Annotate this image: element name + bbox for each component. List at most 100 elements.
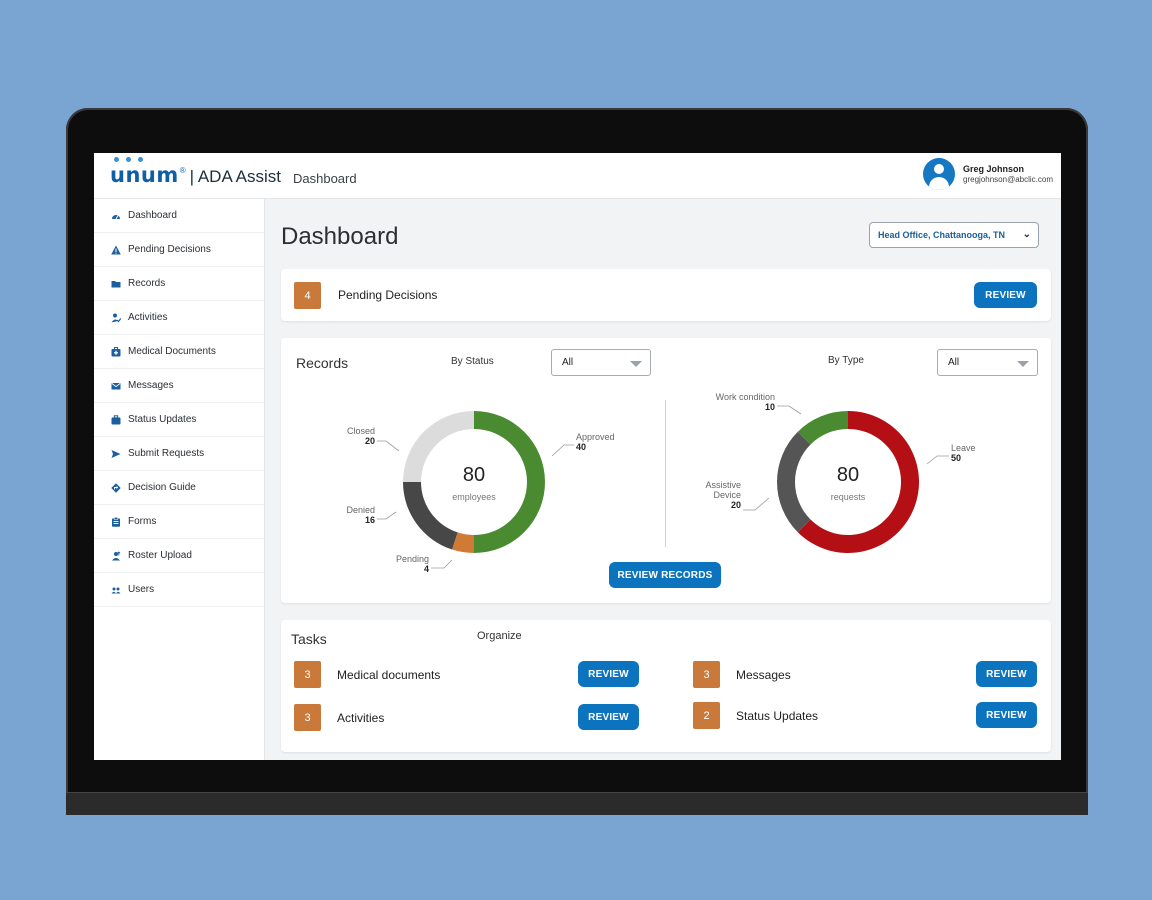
sidebar-item-label: Forms bbox=[128, 516, 157, 527]
task-count-badge: 3 bbox=[693, 661, 720, 688]
status-center-label: employees bbox=[452, 492, 496, 502]
clipboard-icon bbox=[111, 516, 121, 527]
sidebar-item-decision-guide[interactable]: Decision Guide bbox=[94, 471, 264, 505]
upload-icon bbox=[111, 550, 121, 561]
user-email: gregjohnson@abclic.com bbox=[963, 174, 1053, 184]
denied-value: 16 bbox=[364, 515, 375, 525]
denied-label: Denied 16 bbox=[331, 505, 375, 525]
sidebar-item-medical-documents[interactable]: Medical Documents bbox=[94, 335, 264, 369]
status-center-value: 80 bbox=[462, 464, 486, 486]
task-label: Activities bbox=[337, 710, 385, 725]
sidebar-item-activities[interactable]: Activities bbox=[94, 301, 264, 335]
status-donut-chart bbox=[403, 411, 545, 553]
page-title: Dashboard bbox=[281, 223, 399, 250]
sidebar-item-label: Decision Guide bbox=[128, 482, 196, 493]
product-name: | ADA Assist bbox=[189, 167, 281, 186]
users-icon bbox=[111, 585, 121, 595]
task-label: Messages bbox=[736, 667, 791, 682]
review-records-button[interactable]: REVIEW RECORDS bbox=[609, 562, 721, 588]
sidebar-item-roster-upload[interactable]: Roster Upload bbox=[94, 539, 264, 573]
type-donut-chart bbox=[777, 411, 919, 553]
pending-value: 4 bbox=[423, 564, 429, 574]
dashboard-icon bbox=[111, 211, 121, 221]
records-title: Records bbox=[296, 355, 349, 371]
messages-review-button[interactable]: REVIEW bbox=[976, 661, 1037, 687]
brand: unum ® | ADA Assist Dashboard bbox=[110, 157, 357, 187]
status-filter-value: All bbox=[562, 357, 574, 368]
work-condition-value: 10 bbox=[764, 402, 775, 412]
sidebar-item-users[interactable]: Users bbox=[94, 573, 264, 607]
unum-logo[interactable]: unum bbox=[110, 157, 179, 187]
status-filter-select[interactable]: All bbox=[551, 349, 651, 376]
donut-slice-leave[interactable] bbox=[797, 411, 919, 553]
briefcase-icon bbox=[111, 414, 121, 425]
logo-dots-icon bbox=[114, 157, 143, 162]
sidebar-item-submit-requests[interactable]: Submit Requests bbox=[94, 437, 264, 471]
avatar[interactable] bbox=[923, 158, 956, 190]
sidebar-item-records[interactable]: Records bbox=[94, 267, 264, 301]
user-menu[interactable]: Greg Johnson gregjohnson@abclic.com bbox=[923, 158, 1053, 190]
main-content: Dashboard Head Office, Chattanooga, TN ⌄… bbox=[265, 199, 1061, 760]
send-icon bbox=[111, 449, 121, 459]
donut-slice-assistive-device[interactable] bbox=[777, 431, 811, 533]
chart-divider bbox=[665, 400, 666, 547]
sidebar-item-label: Activities bbox=[128, 312, 168, 323]
user-name: Greg Johnson bbox=[963, 163, 1025, 174]
pending-review-button[interactable]: REVIEW bbox=[974, 282, 1037, 308]
donut-slice-work-condition[interactable] bbox=[797, 411, 848, 445]
task-row[interactable]: 3 Messages bbox=[693, 661, 791, 688]
work-condition-name: Work condition bbox=[715, 392, 775, 402]
status-leader-lines bbox=[377, 440, 574, 569]
sidebar-item-label: Pending Decisions bbox=[128, 244, 211, 255]
task-label: Medical documents bbox=[337, 667, 441, 682]
donut-slice-closed[interactable] bbox=[403, 411, 474, 482]
location-value: Head Office, Chattanooga, TN bbox=[878, 230, 1006, 240]
organize-link[interactable]: Organize bbox=[477, 630, 522, 642]
activities-review-button[interactable]: REVIEW bbox=[578, 704, 639, 730]
signpost-icon bbox=[111, 482, 121, 493]
closed-name: Closed bbox=[346, 426, 375, 436]
sidebar-item-status-updates[interactable]: Status Updates bbox=[94, 403, 264, 437]
status-updates-review-button[interactable]: REVIEW bbox=[976, 702, 1037, 728]
assistive-device-name: Assistive Device bbox=[705, 480, 741, 500]
pending-decisions-card: 4 Pending Decisions REVIEW bbox=[281, 269, 1051, 321]
warning-icon bbox=[111, 245, 121, 255]
denied-name: Denied bbox=[346, 505, 375, 515]
donut-slice-approved[interactable] bbox=[474, 411, 545, 553]
sidebar-item-label: Medical Documents bbox=[128, 346, 216, 357]
sidebar-item-forms[interactable]: Forms bbox=[94, 505, 264, 539]
assistive-device-value: 20 bbox=[730, 500, 741, 510]
task-row[interactable]: 2 Status Updates bbox=[693, 702, 818, 729]
location-select[interactable]: Head Office, Chattanooga, TN ⌄ bbox=[869, 222, 1039, 248]
sidebar-item-label: Records bbox=[128, 278, 166, 289]
type-center-value: 80 bbox=[836, 464, 860, 486]
medical-kit-icon bbox=[111, 346, 121, 357]
person-activity-icon bbox=[111, 313, 121, 323]
chevron-down-icon: ⌄ bbox=[1022, 229, 1031, 240]
approved-label: Approved 40 bbox=[576, 432, 615, 452]
type-filter-select[interactable]: All bbox=[937, 349, 1038, 376]
sidebar-item-messages[interactable]: Messages bbox=[94, 369, 264, 403]
approved-value: 40 bbox=[576, 442, 587, 452]
top-bar: unum ® | ADA Assist Dashboard Greg Johns… bbox=[94, 153, 1061, 199]
app-screen: unum ® | ADA Assist Dashboard Greg Johns… bbox=[94, 153, 1061, 760]
sidebar-item-label: Status Updates bbox=[128, 414, 197, 425]
pending-count-badge: 4 bbox=[294, 282, 321, 309]
sidebar-item-pending-decisions[interactable]: Pending Decisions bbox=[94, 233, 264, 267]
tasks-card: Tasks Organize 3 Medical documents REVIE… bbox=[281, 620, 1051, 752]
medical-documents-review-button[interactable]: REVIEW bbox=[578, 661, 639, 687]
approved-name: Approved bbox=[576, 432, 615, 442]
type-filter-value: All bbox=[948, 357, 960, 368]
records-card: Records By Status All By Type All 80 emp… bbox=[281, 338, 1051, 603]
donut-slice-denied[interactable] bbox=[403, 482, 458, 550]
task-row[interactable]: 3 Medical documents bbox=[294, 661, 440, 688]
donut-slice-pending[interactable] bbox=[452, 532, 474, 553]
breadcrumb: Dashboard bbox=[292, 171, 357, 186]
task-count-badge: 3 bbox=[294, 661, 321, 688]
dropdown-arrow-icon bbox=[630, 361, 642, 367]
type-center-label: requests bbox=[830, 492, 866, 502]
by-status-label: By Status bbox=[451, 356, 494, 367]
sidebar-item-dashboard[interactable]: Dashboard bbox=[94, 199, 264, 233]
sidebar-item-label: Dashboard bbox=[128, 210, 177, 221]
task-row[interactable]: 3 Activities bbox=[294, 704, 384, 731]
